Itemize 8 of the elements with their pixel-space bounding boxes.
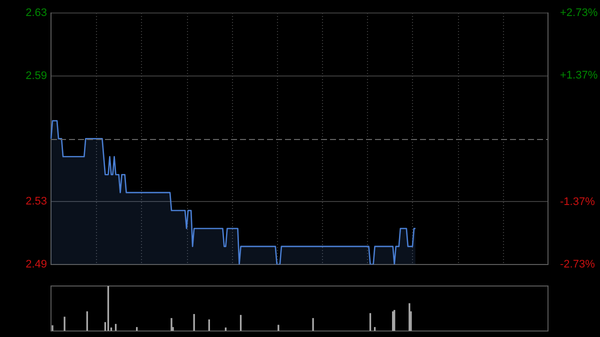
y-tick-label: 2.53 <box>26 196 47 208</box>
y-tick-label: 2.49 <box>26 258 47 270</box>
y-tick-label: 2.59 <box>26 70 47 82</box>
y2-tick-label: -1.37% <box>560 196 596 208</box>
y2-tick-label: +1.37% <box>560 70 598 82</box>
y2-tick-label: +2.73% <box>560 7 598 20</box>
y2-tick-label: -2.73% <box>560 258 596 270</box>
y-tick-label: 2.63 <box>26 7 47 20</box>
